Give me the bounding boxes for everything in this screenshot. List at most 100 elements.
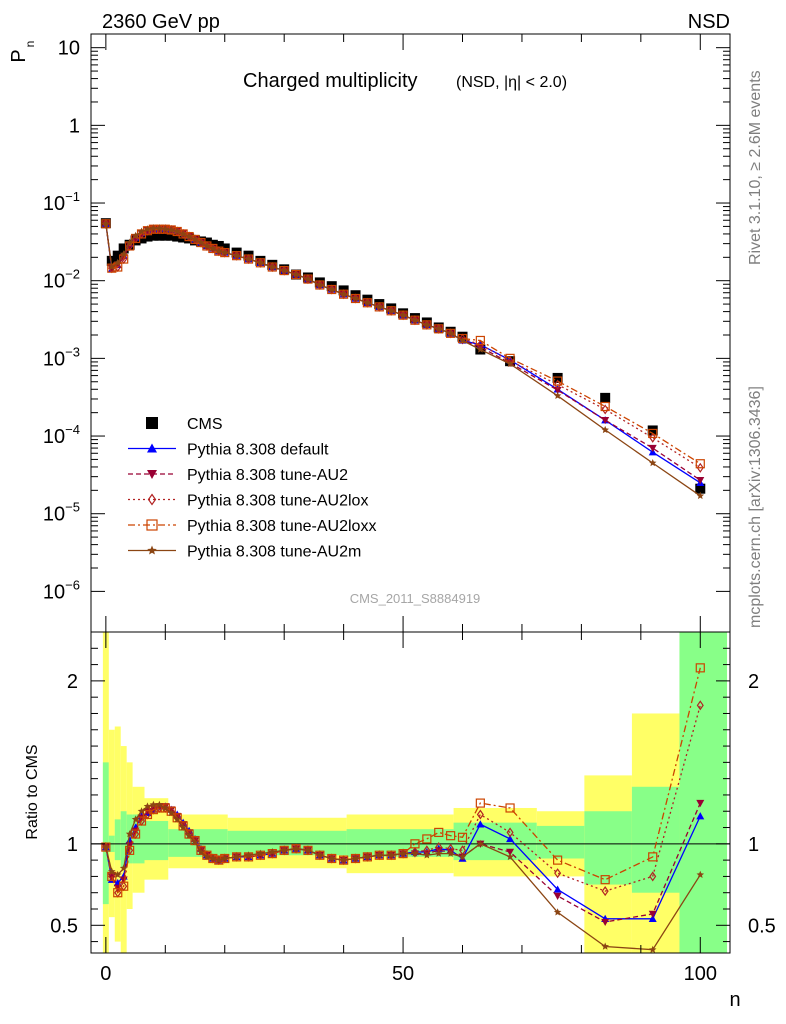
x-axis-label: n [729,989,740,1011]
ratio-point [113,870,122,878]
ratio-point [197,848,205,856]
legend-item: Pythia 8.308 default [128,442,329,459]
band-inner [631,786,680,893]
data-point [398,310,408,320]
main-y-tick-label: 1 [69,115,80,137]
ratio-point [167,808,176,817]
ratio-point [113,888,123,898]
data-point [280,266,288,274]
data-point [648,459,657,467]
ratio-point [119,881,129,891]
data-point [327,284,337,295]
legend-item: Pythia 8.308 tune-AU2lox [128,493,368,510]
main-y-tick-label: 10−6 [43,577,80,603]
ratio-series-4 [102,800,705,953]
ratio-point [505,803,515,813]
header-left: 2360 GeV pp [102,11,220,33]
data-point [149,224,158,232]
data-point [102,219,110,227]
ratio-point [601,918,610,927]
ratio-point [553,908,562,916]
legend-label: Pythia 8.308 tune-AU2lox [187,493,368,510]
data-point [552,372,563,383]
ratio-point [191,838,199,846]
ratio-point [695,663,705,673]
ratio-point [119,876,128,884]
data-point [167,226,176,234]
ratio-point [600,875,610,885]
data-point [411,316,419,324]
legend-marker [146,417,158,429]
data-point [316,281,324,289]
ratio-point [256,849,265,857]
ratio-point [244,851,253,859]
data-point [112,250,123,261]
main-y-tick-label: 10−4 [43,422,80,448]
main-y-tick-label: 10 [58,38,80,60]
ratio-point [327,854,336,862]
ratio-point [423,851,431,859]
data-point [374,302,384,312]
ratio-point [137,807,146,815]
ratio-point [411,849,419,857]
data-point [476,345,485,353]
ratio-point [506,827,514,838]
ratio-point [190,835,200,846]
main-y-tick-label: 10−5 [43,500,80,526]
data-point [649,432,657,443]
mcplots-label: mcplots.cern.ch [arXiv:1306.3436] [747,386,764,628]
data-point [327,285,336,293]
ratio-point [292,844,300,852]
data-point [600,392,611,403]
ratio-point [475,798,485,808]
band-inner [132,814,145,864]
data-point [375,302,384,311]
ratio-point [399,849,407,857]
legend-label: Pythia 8.308 tune-AU2loxx [187,518,376,535]
ratio-point [506,848,515,856]
main-y-label: P [8,49,30,62]
ratio-point [215,856,223,864]
uncertainty-bands [102,632,728,953]
data-point [695,483,706,494]
ratio-point [434,827,444,838]
ratio-point [280,846,288,854]
ratio-point [648,910,657,918]
ratio-point [315,850,325,860]
band-inner [584,811,632,885]
ratio-y-tick-label-right: 0.5 [748,915,776,937]
data-point [256,258,265,266]
data-point [155,224,164,232]
data-point [113,258,122,266]
ratio-point [446,849,455,857]
data-point [446,329,455,337]
ratio-point [184,829,194,839]
data-point [268,263,277,271]
data-point [137,227,146,235]
data-point [315,280,325,290]
ratio-point [553,885,562,893]
data-point [179,229,187,238]
ratio-point [155,800,164,808]
ratio-point [161,804,170,812]
main-frame [90,33,731,633]
data-point [202,241,212,251]
analysis-watermark: CMS_2011_S8884919 [350,591,481,606]
ratio-point [316,851,324,859]
ratio-point [172,813,182,823]
ratio-point [185,831,193,839]
data-point [696,491,705,500]
ratio-point [101,842,111,852]
ratio-point [476,809,484,820]
data-point [696,462,704,473]
ratio-point [232,852,241,861]
x-tick-label: 0 [100,963,111,985]
band-outer [108,729,115,918]
data-point [166,230,177,241]
ratio-point [446,831,456,841]
data-point [292,270,300,278]
ratio-point [476,839,485,848]
series-3 [102,218,704,473]
main-y-tick-label: 10−2 [43,267,80,293]
ratio-point [131,815,140,823]
